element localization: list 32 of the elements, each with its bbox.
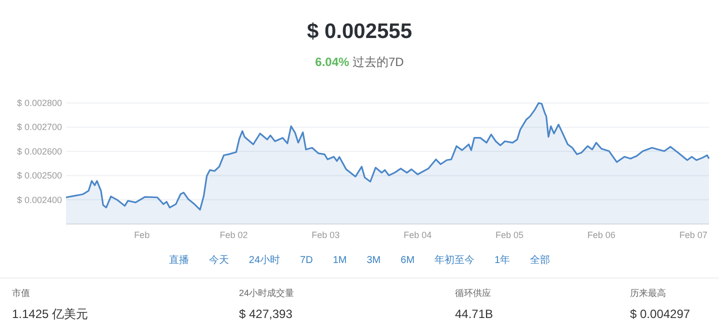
- x-tick-label: Feb 07: [679, 230, 708, 240]
- text: 3M: [366, 255, 381, 266]
- text: 今天: [208, 254, 229, 266]
- x-tick-label: Feb 03: [312, 230, 340, 240]
- chart-subtitle: 6.04% 过去的7D: [315, 55, 404, 69]
- y-tick-label: $ 0.002800: [16, 98, 62, 108]
- text: 6M: [400, 255, 415, 266]
- text: 7D: [300, 255, 313, 266]
- text: 市值: [12, 288, 30, 298]
- y-tick-label: $ 0.002700: [16, 122, 62, 132]
- text: 1.1425 亿美元: [12, 307, 88, 321]
- y-tick-label: $ 0.002400: [16, 194, 62, 205]
- y-tick-label: $ 0.002600: [16, 146, 62, 156]
- text: $ 427,393: [239, 307, 293, 321]
- chart-title: $ 0.002555: [306, 20, 412, 43]
- text: 年初至今: [434, 254, 475, 266]
- text: 1年: [494, 254, 510, 266]
- text: 全部: [530, 254, 550, 266]
- x-tick-label: Feb: [134, 230, 150, 240]
- text: 1M: [332, 255, 347, 266]
- text: 循环供应: [455, 288, 491, 298]
- x-tick-label: Feb 06: [587, 230, 616, 240]
- x-tick-label: Feb 05: [496, 230, 524, 240]
- x-tick-label: Feb 04: [404, 230, 432, 240]
- text: 直播: [168, 254, 189, 266]
- text: 44.71B: [455, 307, 494, 321]
- y-tick-label: $ 0.002500: [16, 170, 62, 181]
- text: $ 0.004297: [630, 307, 690, 321]
- text: 24小时: [248, 254, 280, 266]
- x-tick-label: Feb 02: [220, 230, 248, 240]
- text: 历来最高: [630, 288, 666, 298]
- text: 24小时成交量: [239, 288, 294, 298]
